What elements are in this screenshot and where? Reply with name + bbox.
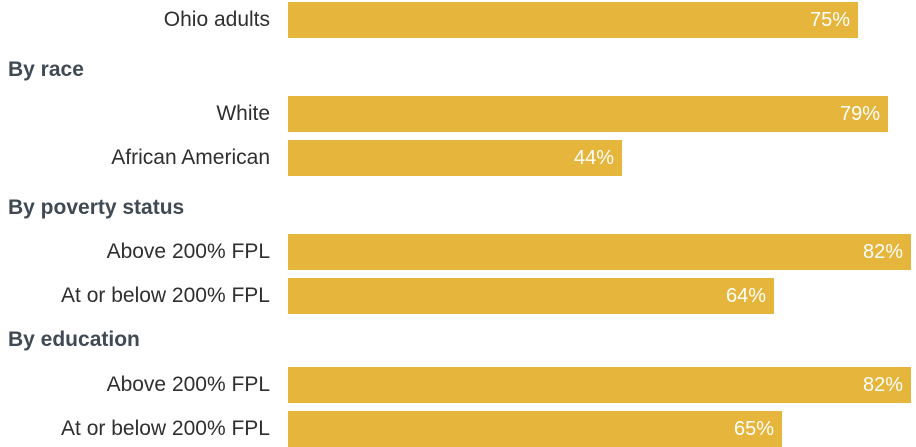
category-label: African American: [111, 147, 270, 168]
bar-value-label: 44%: [574, 148, 614, 168]
category-label: At or below 200% FPL: [61, 418, 270, 439]
bar: 64%: [288, 278, 774, 314]
category-label: White: [216, 103, 270, 124]
bar-value-label: 79%: [840, 104, 880, 124]
category-label: Ohio adults: [164, 9, 270, 30]
bar: 44%: [288, 140, 622, 176]
group-label: By race: [8, 59, 84, 80]
group-label: By education: [8, 329, 140, 350]
category-label: Above 200% FPL: [107, 374, 270, 395]
bar: 75%: [288, 2, 858, 38]
bar: 79%: [288, 96, 888, 132]
category-label: At or below 200% FPL: [61, 285, 270, 306]
bar-value-label: 82%: [863, 242, 903, 262]
bar: 82%: [288, 234, 911, 270]
bar-value-label: 65%: [734, 419, 774, 439]
bar: 82%: [288, 367, 911, 403]
bar-value-label: 64%: [726, 286, 766, 306]
bar-value-label: 75%: [810, 10, 850, 30]
category-label: Above 200% FPL: [107, 241, 270, 262]
bar-value-label: 82%: [863, 375, 903, 395]
group-label: By poverty status: [8, 197, 184, 218]
bar: 65%: [288, 411, 782, 447]
